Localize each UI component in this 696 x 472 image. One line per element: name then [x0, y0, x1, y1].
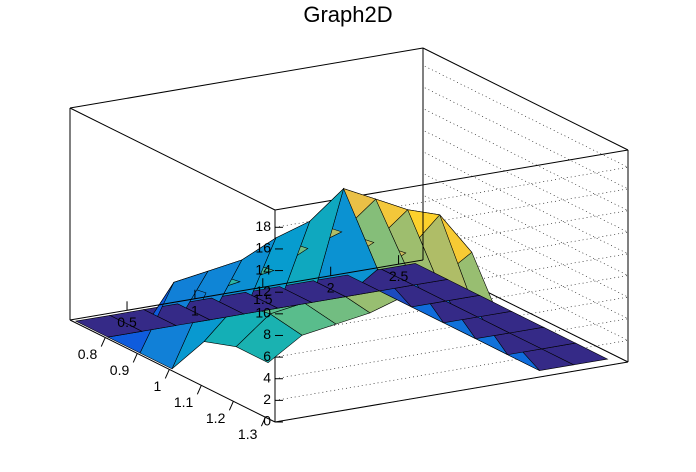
frame-edge — [69, 259, 424, 321]
z-tick-label: 14 — [255, 261, 271, 277]
y-tick-label: 1.3 — [238, 426, 258, 442]
z-tick-label: 16 — [255, 240, 271, 256]
y-tick — [228, 401, 234, 411]
x-tick-label: 1 — [191, 302, 199, 318]
y-tick — [132, 353, 138, 363]
y-tick-label: 0.9 — [110, 362, 130, 378]
z-tick-label: 6 — [263, 348, 271, 364]
frame-edge — [69, 47, 424, 109]
z-tick-label: 4 — [263, 369, 271, 385]
y-tick — [196, 385, 202, 395]
x-tick-label: 2 — [327, 279, 335, 295]
frame-edge — [69, 319, 276, 423]
z-tick-label: 10 — [255, 305, 271, 321]
z-tick-label: 2 — [263, 391, 271, 407]
frame-edge — [274, 149, 629, 211]
frame-edge — [422, 47, 629, 151]
z-tick-label: 8 — [263, 326, 271, 342]
x-tick-label: 0.5 — [117, 314, 137, 330]
grid-line — [274, 65, 629, 228]
z-tick-label: 12 — [255, 283, 271, 299]
y-tick-label: 1.1 — [174, 394, 194, 410]
y-tick-label: 0.8 — [78, 346, 98, 362]
y-tick — [260, 417, 266, 427]
z-tick-label: 0 — [263, 413, 271, 429]
y-tick-label: 1.2 — [206, 410, 226, 426]
frame-edge — [274, 361, 629, 423]
x-tick-label: 2.5 — [389, 268, 409, 284]
surface-cell — [74, 315, 143, 338]
y-tick — [164, 369, 170, 379]
y-tick — [100, 337, 106, 347]
y-tick-label: 1 — [154, 378, 162, 394]
z-tick-label: 18 — [255, 218, 271, 234]
x-tick-label: 1.5 — [253, 291, 273, 307]
chart-title: Graph2D — [303, 2, 392, 27]
frame-edge — [69, 107, 276, 211]
